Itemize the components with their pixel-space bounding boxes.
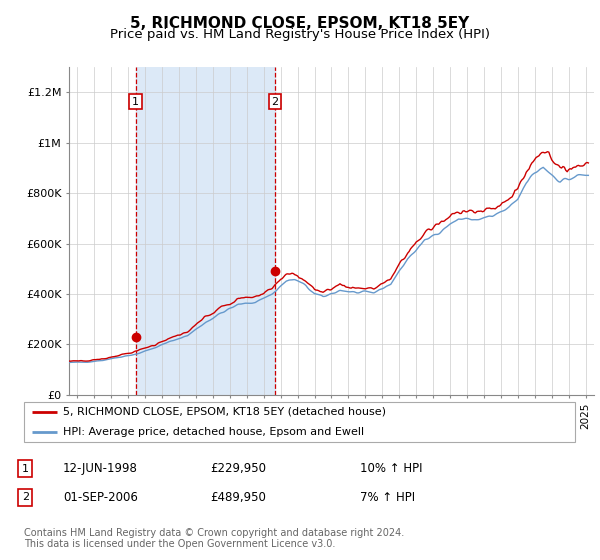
Text: 1: 1	[132, 96, 139, 106]
Text: 2: 2	[272, 96, 278, 106]
Text: £229,950: £229,950	[210, 462, 266, 475]
Text: Price paid vs. HM Land Registry's House Price Index (HPI): Price paid vs. HM Land Registry's House …	[110, 28, 490, 41]
Text: 5, RICHMOND CLOSE, EPSOM, KT18 5EY: 5, RICHMOND CLOSE, EPSOM, KT18 5EY	[130, 16, 470, 31]
Text: HPI: Average price, detached house, Epsom and Ewell: HPI: Average price, detached house, Epso…	[63, 427, 364, 437]
Text: Contains HM Land Registry data © Crown copyright and database right 2024.
This d: Contains HM Land Registry data © Crown c…	[24, 528, 404, 549]
Text: 01-SEP-2006: 01-SEP-2006	[63, 491, 138, 504]
Text: 12-JUN-1998: 12-JUN-1998	[63, 462, 138, 475]
Text: 2: 2	[22, 492, 29, 502]
Text: 1: 1	[22, 464, 29, 474]
Text: 5, RICHMOND CLOSE, EPSOM, KT18 5EY (detached house): 5, RICHMOND CLOSE, EPSOM, KT18 5EY (deta…	[63, 407, 386, 417]
Text: 7% ↑ HPI: 7% ↑ HPI	[360, 491, 415, 504]
Bar	[136, 67, 275, 395]
Text: £489,950: £489,950	[210, 491, 266, 504]
FancyBboxPatch shape	[24, 402, 575, 442]
Text: 10% ↑ HPI: 10% ↑ HPI	[360, 462, 422, 475]
